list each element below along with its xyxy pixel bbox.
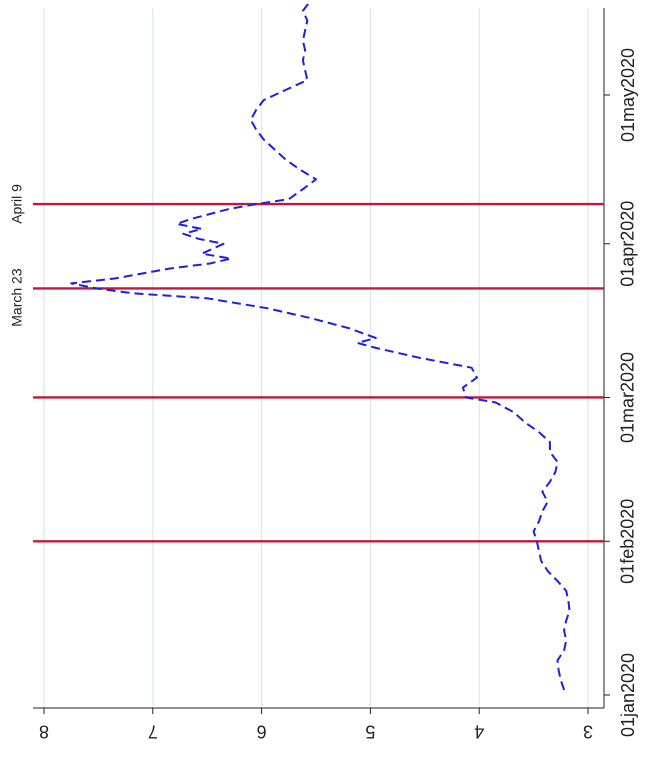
date-tick-label-01apr2020: 01apr2020	[618, 201, 638, 287]
value-tick-label-4: 4	[474, 721, 484, 741]
grid	[43, 8, 589, 708]
value-tick-label-6: 6	[257, 721, 267, 741]
value-tick-label-7: 7	[148, 721, 158, 741]
value-tick-label-8: 8	[39, 721, 49, 741]
date-tick-label-01mar2020: 01mar2020	[618, 352, 638, 443]
reference-label-2020-04-09: April 9	[9, 184, 25, 224]
value-tick-label-3: 3	[583, 721, 593, 741]
tick-labels: 3 4 5 6 7 8 01jan2020 01feb2020 01mar2020 01apr20…	[9, 48, 638, 741]
date-tick-label-01may2020: 01may2020	[618, 48, 638, 142]
series	[70, 0, 571, 691]
date-tick-label-01jan2020: 01jan2020	[618, 653, 638, 737]
reference-label-2020-03-23: March 23	[9, 268, 25, 327]
reference-lines	[33, 202, 604, 543]
value-tick-label-5: 5	[365, 721, 375, 741]
axes	[33, 8, 610, 714]
series-line-0	[70, 0, 571, 691]
date-tick-label-01feb2020: 01feb2020	[618, 499, 638, 584]
